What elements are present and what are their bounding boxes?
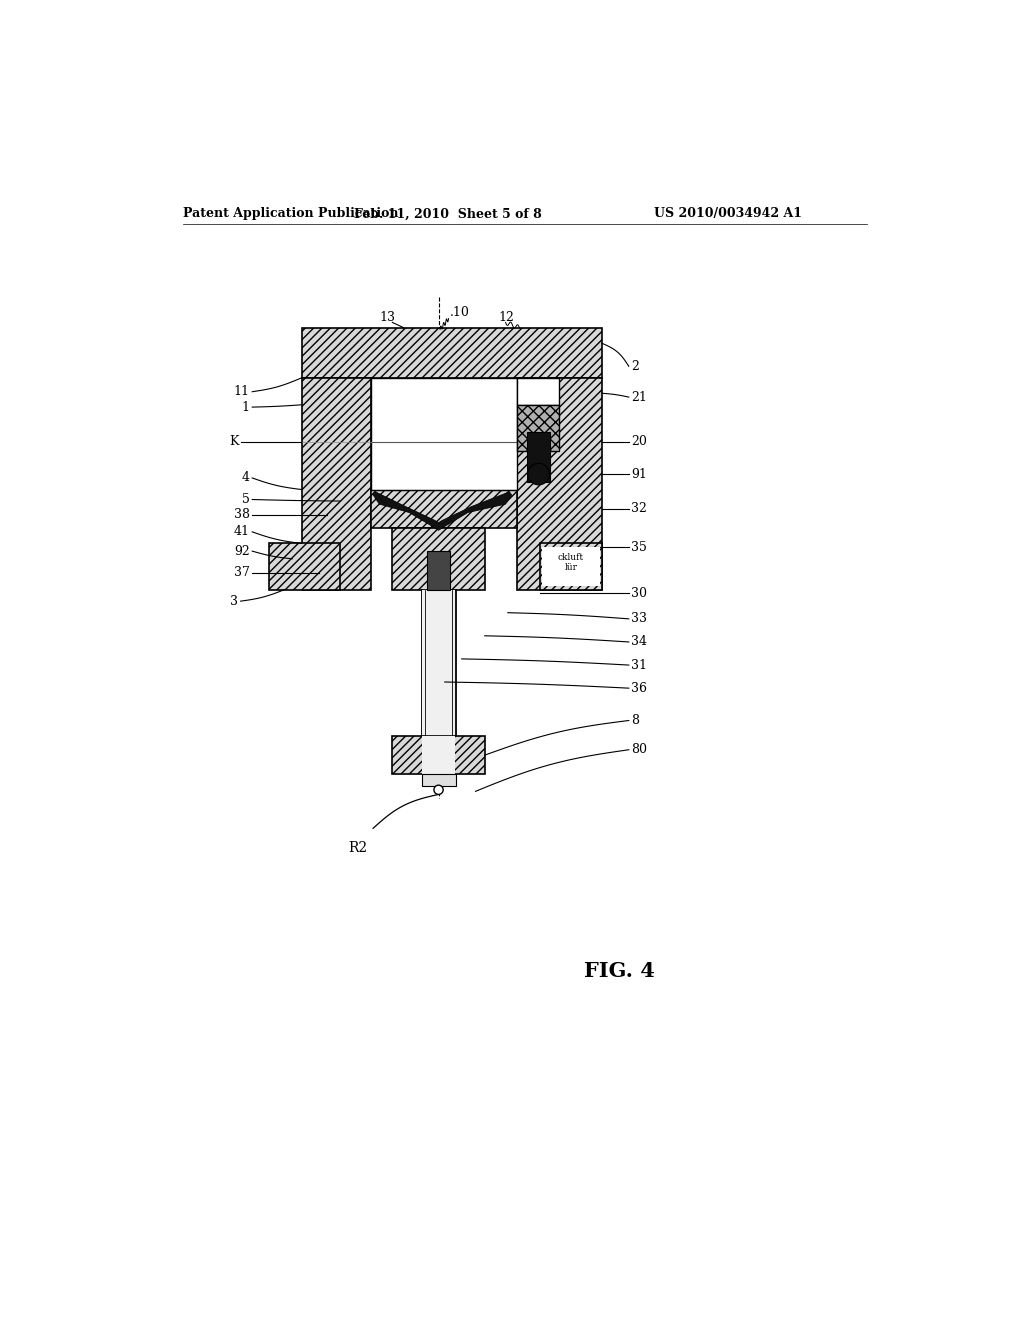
Circle shape: [434, 785, 443, 795]
Text: Feb. 11, 2010  Sheet 5 of 8: Feb. 11, 2010 Sheet 5 of 8: [354, 207, 542, 220]
Bar: [392, 737, 484, 775]
Text: 36: 36: [631, 681, 647, 694]
Bar: [517, 378, 559, 405]
Polygon shape: [373, 492, 512, 531]
Bar: [541, 544, 602, 590]
Bar: [371, 490, 517, 528]
Text: 13: 13: [379, 312, 395, 325]
Bar: [371, 378, 517, 490]
Text: 4: 4: [242, 471, 250, 484]
Text: 11: 11: [233, 385, 250, 399]
Bar: [517, 405, 559, 451]
Bar: [422, 737, 455, 775]
Text: FIG. 4: FIG. 4: [584, 961, 655, 981]
Circle shape: [528, 463, 550, 484]
Text: 1: 1: [242, 400, 250, 413]
Text: 92: 92: [234, 545, 250, 557]
Text: 34: 34: [631, 635, 647, 648]
Text: .10: .10: [451, 306, 470, 319]
Bar: [422, 775, 456, 785]
Text: 33: 33: [631, 612, 647, 626]
Text: 32: 32: [631, 502, 647, 515]
Bar: [301, 327, 602, 378]
Bar: [527, 432, 550, 482]
Text: 91: 91: [631, 467, 647, 480]
Bar: [542, 548, 600, 586]
Text: 30: 30: [631, 587, 647, 601]
Text: 41: 41: [233, 525, 250, 539]
Text: 2: 2: [631, 360, 639, 372]
Text: 5: 5: [242, 492, 250, 506]
Bar: [301, 378, 371, 590]
Text: 12: 12: [499, 312, 514, 325]
Text: K: K: [228, 436, 239, 449]
Text: 80: 80: [631, 743, 647, 756]
Bar: [269, 544, 340, 590]
Text: 37: 37: [234, 566, 250, 579]
Text: R2: R2: [348, 841, 368, 854]
Bar: [427, 552, 451, 590]
Text: 8: 8: [631, 714, 639, 727]
Bar: [422, 590, 455, 737]
Text: ckluft
lür: ckluft lür: [558, 553, 584, 573]
Text: Patent Application Publication: Patent Application Publication: [183, 207, 398, 220]
Text: 21: 21: [631, 391, 647, 404]
Bar: [517, 378, 602, 590]
Text: US 2010/0034942 A1: US 2010/0034942 A1: [654, 207, 802, 220]
Bar: [392, 528, 484, 590]
Text: 20: 20: [631, 436, 647, 449]
Text: 3: 3: [230, 594, 239, 607]
Text: 31: 31: [631, 659, 647, 672]
Text: 38: 38: [233, 508, 250, 521]
Text: 35: 35: [631, 541, 647, 554]
